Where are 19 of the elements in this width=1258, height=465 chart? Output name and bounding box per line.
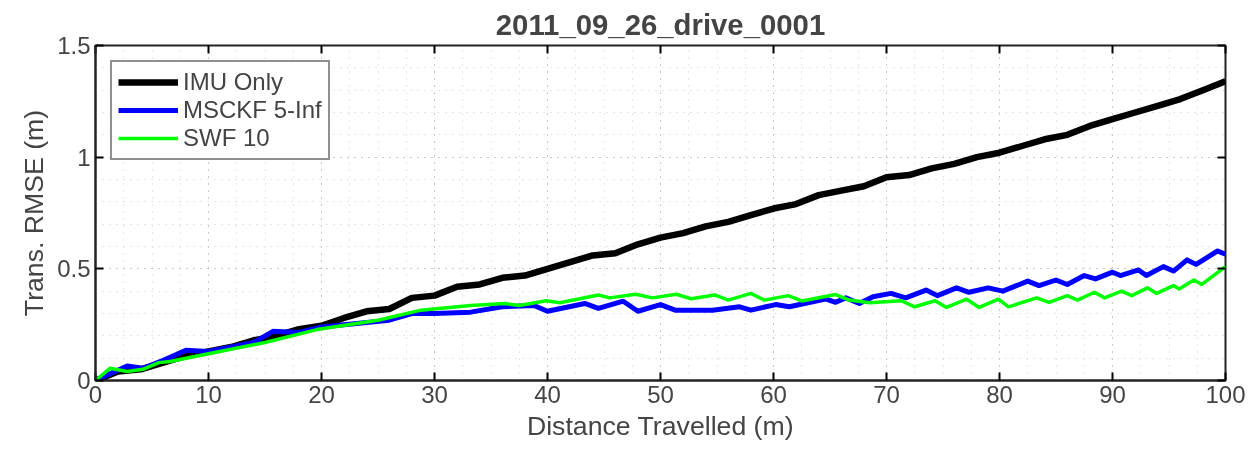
x-tick-label: 70 [873, 380, 900, 408]
chart-title: 2011_09_26_drive_0001 [495, 7, 826, 41]
y-axis-title: Trans. RMSE (m) [19, 109, 50, 317]
x-tick-label: 20 [308, 380, 335, 408]
x-tick-label: 100 [1205, 380, 1246, 408]
y-tick-label: 1 [77, 143, 91, 171]
x-tick-label: 80 [986, 380, 1013, 408]
x-tick-label: 30 [421, 380, 448, 408]
y-tick-label: 1.5 [57, 32, 91, 59]
x-tick-label: 40 [534, 380, 561, 408]
x-tick-label: 60 [760, 380, 787, 408]
x-tick-label: 10 [195, 380, 222, 408]
x-axis-title: Distance Travelled (m) [526, 410, 794, 441]
legend-label: SWF 10 [183, 124, 270, 152]
legend-label: IMU Only [183, 68, 284, 96]
x-tick-label: 90 [1099, 380, 1126, 408]
x-tick-label: 50 [647, 380, 674, 408]
legend-label: MSCKF 5-Inf [183, 96, 322, 124]
y-tick-label: 0.5 [57, 255, 91, 283]
